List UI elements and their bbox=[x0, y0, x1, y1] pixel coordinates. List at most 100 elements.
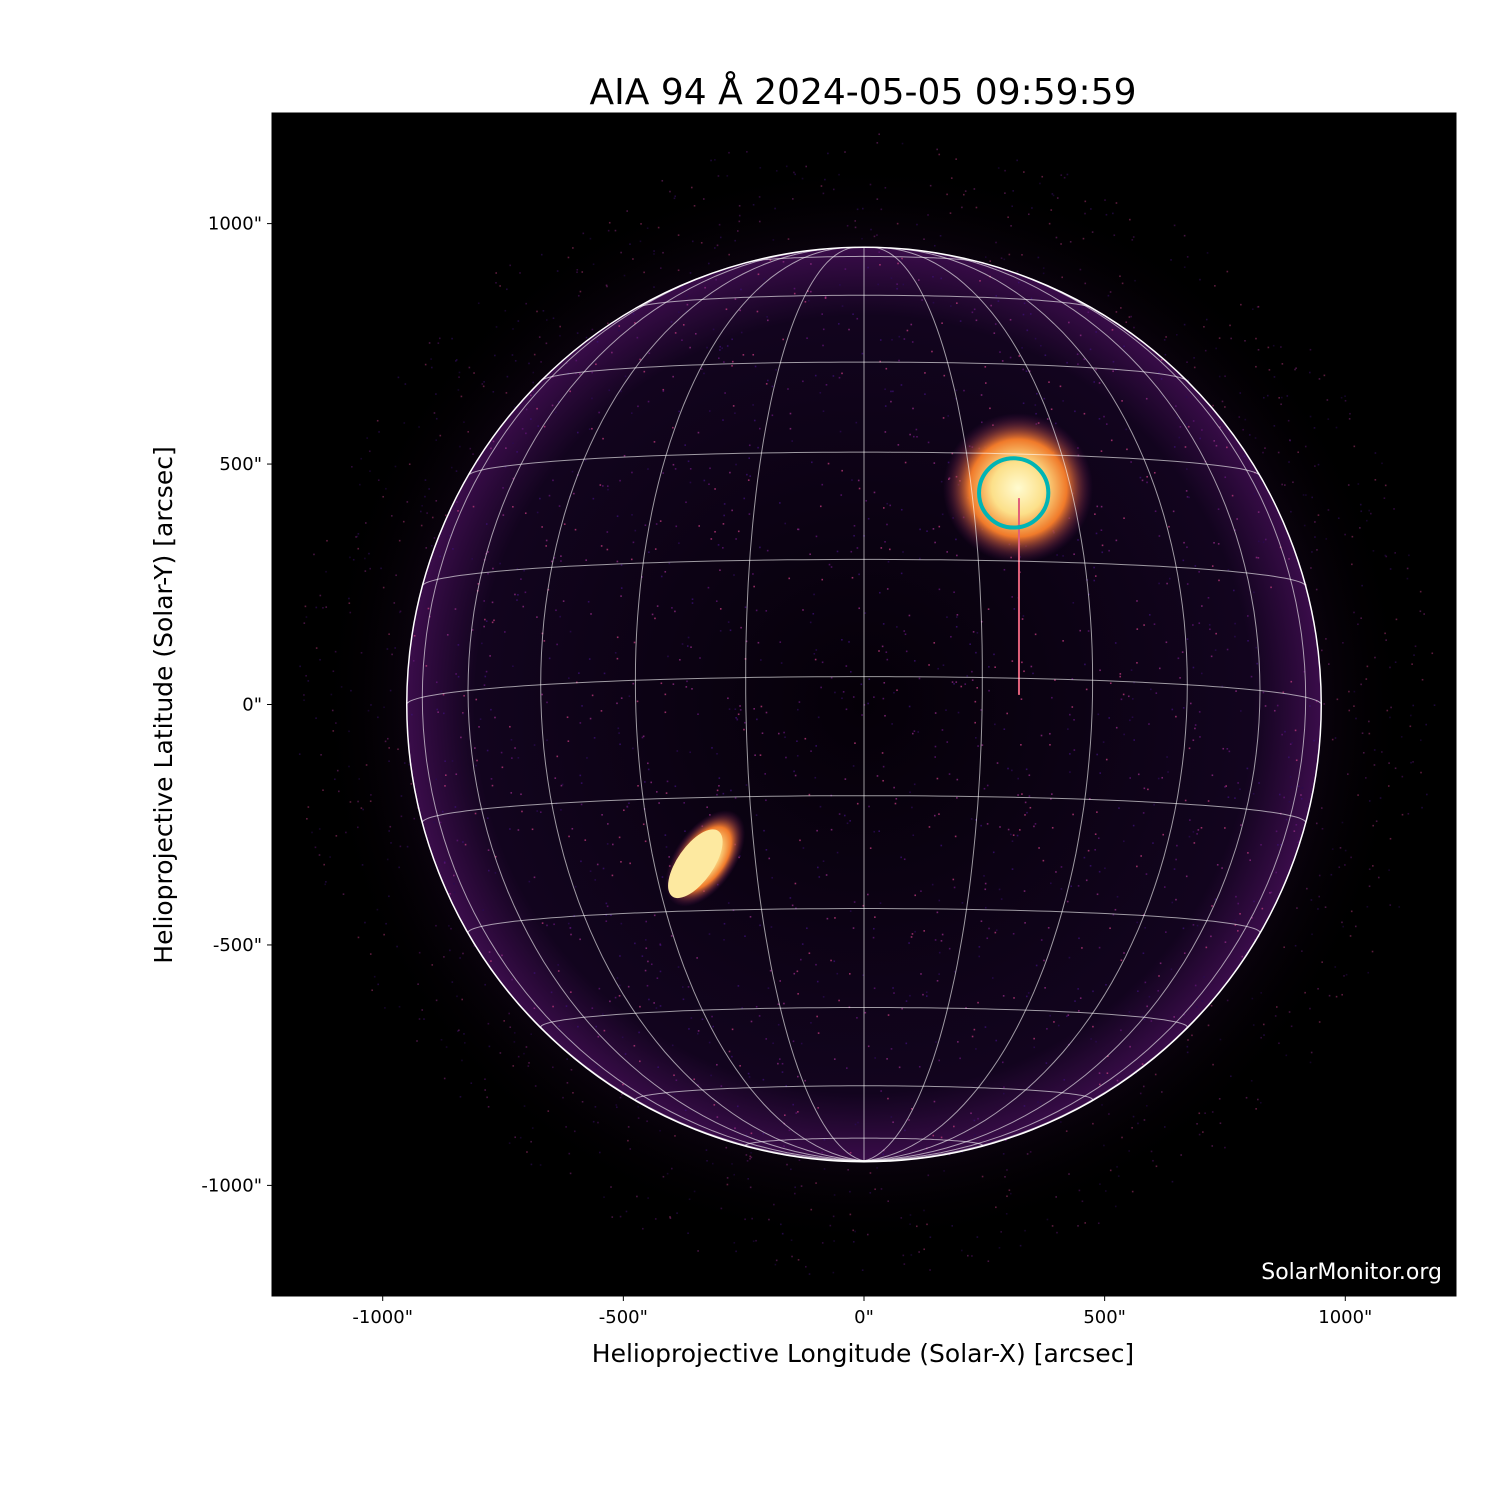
speckle bbox=[902, 551, 904, 553]
speckle bbox=[482, 909, 484, 911]
speckle bbox=[904, 461, 907, 464]
speckle bbox=[403, 762, 406, 764]
speckle bbox=[1187, 379, 1190, 381]
speckle bbox=[485, 670, 488, 673]
speckle bbox=[769, 969, 772, 972]
speckle bbox=[532, 381, 535, 384]
speckle bbox=[940, 277, 943, 280]
speckle bbox=[560, 809, 562, 811]
speckle bbox=[647, 762, 649, 765]
speckle bbox=[653, 1002, 655, 1004]
speckle bbox=[489, 655, 491, 657]
speckle bbox=[1131, 239, 1134, 241]
speckle bbox=[821, 1151, 823, 1154]
speckle bbox=[1353, 611, 1355, 614]
speckle bbox=[896, 287, 898, 290]
speckle bbox=[785, 165, 788, 168]
speckle bbox=[357, 826, 359, 829]
speckle bbox=[1286, 395, 1289, 397]
speckle bbox=[386, 648, 389, 650]
speckle bbox=[1368, 720, 1370, 723]
speckle bbox=[568, 835, 570, 838]
speckle bbox=[1076, 353, 1079, 356]
speckle bbox=[1387, 785, 1390, 787]
speckle bbox=[791, 904, 794, 907]
speckle bbox=[989, 1140, 992, 1143]
speckle bbox=[567, 740, 570, 743]
speckle bbox=[934, 745, 937, 748]
speckle bbox=[1025, 370, 1028, 373]
speckle bbox=[575, 372, 577, 375]
speckle bbox=[852, 313, 854, 316]
speckle bbox=[1317, 514, 1320, 516]
speckle bbox=[1049, 1014, 1052, 1017]
speckle bbox=[905, 1000, 908, 1002]
speckle bbox=[1125, 428, 1128, 431]
speckle bbox=[950, 177, 953, 179]
speckle bbox=[822, 996, 825, 998]
speckle bbox=[481, 642, 483, 645]
speckle bbox=[1306, 887, 1308, 890]
speckle bbox=[1022, 313, 1025, 316]
speckle bbox=[767, 987, 770, 989]
speckle bbox=[1163, 886, 1166, 888]
speckle bbox=[1083, 856, 1086, 859]
speckle bbox=[1068, 1173, 1070, 1175]
speckle bbox=[509, 264, 512, 267]
speckle bbox=[1362, 751, 1365, 754]
speckle bbox=[1091, 231, 1094, 233]
speckle bbox=[1196, 1123, 1198, 1125]
speckle bbox=[801, 943, 804, 945]
speckle bbox=[369, 800, 372, 803]
speckle bbox=[1042, 859, 1045, 862]
speckle bbox=[726, 1183, 729, 1186]
longitude-line bbox=[863, 247, 1094, 1162]
speckle bbox=[574, 528, 577, 531]
speckle bbox=[956, 614, 959, 616]
speckle bbox=[546, 739, 548, 742]
speckle bbox=[457, 510, 459, 512]
speckle bbox=[1194, 984, 1197, 987]
speckle bbox=[734, 239, 736, 242]
speckle bbox=[742, 354, 745, 356]
speckle bbox=[1315, 700, 1318, 703]
speckle bbox=[556, 270, 559, 272]
speckle bbox=[1251, 997, 1254, 1000]
speckle bbox=[1372, 550, 1375, 552]
speckle bbox=[1136, 662, 1138, 664]
speckle bbox=[1073, 553, 1075, 556]
speckle bbox=[672, 463, 675, 466]
speckle bbox=[909, 433, 911, 436]
longitude-line bbox=[421, 259, 865, 1162]
speckle bbox=[858, 607, 861, 610]
speckle bbox=[978, 946, 981, 948]
speckle bbox=[984, 906, 987, 909]
speckle bbox=[1337, 517, 1340, 520]
speckle bbox=[1379, 797, 1382, 799]
speckle bbox=[1078, 1010, 1080, 1012]
speckle bbox=[1037, 1101, 1039, 1103]
speckle bbox=[1309, 415, 1312, 418]
speckle bbox=[1388, 869, 1390, 871]
speckle bbox=[755, 1005, 758, 1008]
speckle bbox=[1263, 396, 1265, 399]
speckle bbox=[1400, 736, 1403, 738]
speckle bbox=[833, 1058, 836, 1060]
speckle bbox=[913, 435, 915, 438]
speckle bbox=[697, 1032, 699, 1035]
speckle bbox=[571, 827, 574, 830]
speckle bbox=[1406, 577, 1409, 580]
speckle bbox=[648, 352, 651, 354]
speckle bbox=[1027, 992, 1030, 994]
speckle bbox=[1079, 334, 1082, 337]
speckle bbox=[785, 1085, 788, 1087]
speckle bbox=[1327, 418, 1330, 420]
speckle bbox=[731, 360, 734, 363]
speckle bbox=[424, 495, 426, 498]
speckle bbox=[1282, 691, 1285, 694]
speckle bbox=[1383, 497, 1386, 500]
speckle bbox=[876, 142, 879, 144]
speckle bbox=[911, 732, 914, 735]
speckle bbox=[816, 829, 818, 832]
speckle bbox=[371, 989, 373, 992]
